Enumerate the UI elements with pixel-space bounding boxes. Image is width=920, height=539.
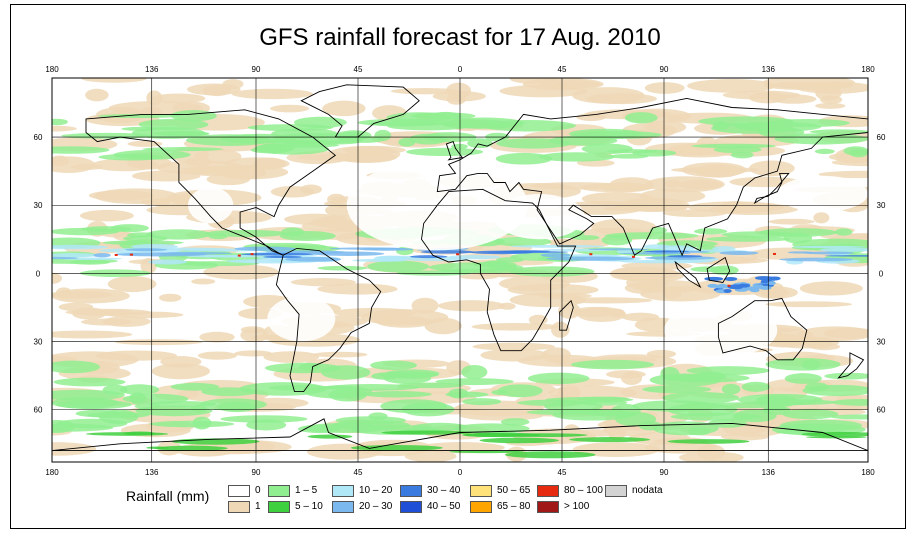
legend-label: 40 – 50 bbox=[427, 501, 461, 512]
legend-swatch bbox=[470, 501, 492, 513]
legend-label: 10 – 20 bbox=[359, 485, 393, 496]
lat-tick-label-right: 60 bbox=[877, 133, 886, 142]
legend-label: 50 – 65 bbox=[497, 485, 531, 496]
legend-title: Rainfall (mm) bbox=[126, 488, 210, 504]
lon-tick-label-top: 45 bbox=[558, 65, 567, 74]
lat-tick-label-right: 60 bbox=[877, 406, 886, 415]
legend-swatch bbox=[400, 501, 422, 513]
lon-tick-label-top: 45 bbox=[354, 65, 363, 74]
lat-tick-label-left: 60 bbox=[34, 133, 43, 142]
lon-tick-label-top: 90 bbox=[660, 65, 669, 74]
legend-swatch bbox=[400, 485, 422, 497]
legend-swatch bbox=[605, 485, 627, 497]
legend-swatch bbox=[268, 485, 290, 497]
legend-label: nodata bbox=[632, 485, 663, 496]
lon-tick-label-bottom: 180 bbox=[861, 468, 875, 477]
lat-tick-label-right: 30 bbox=[877, 201, 886, 210]
lon-tick-label-bottom: 45 bbox=[354, 468, 363, 477]
lon-tick-label-top: 90 bbox=[252, 65, 261, 74]
legend-swatch bbox=[537, 501, 559, 513]
legend-label: 1 – 5 bbox=[295, 485, 318, 496]
lat-tick-label-left: 60 bbox=[34, 406, 43, 415]
map-title: GFS rainfall forecast for 17 Aug. 2010 bbox=[259, 24, 661, 51]
lon-tick-label-top: 180 bbox=[45, 65, 59, 74]
lon-tick-label-bottom: 45 bbox=[558, 468, 567, 477]
lon-tick-label-bottom: 136 bbox=[145, 468, 159, 477]
legend-label: 65 – 80 bbox=[497, 501, 531, 512]
lat-tick-label-left: 30 bbox=[34, 201, 43, 210]
lon-tick-label-bottom: 90 bbox=[660, 468, 669, 477]
lon-tick-label-bottom: 90 bbox=[252, 468, 261, 477]
lon-tick-label-top: 136 bbox=[145, 65, 159, 74]
graticule bbox=[52, 78, 868, 462]
lat-tick-label-right: 0 bbox=[879, 269, 884, 278]
lat-tick-label-left: 30 bbox=[34, 338, 43, 347]
axis-ticks: 180 180 136 136 90 90 45 45 0 0 45 45 90 90 136 136 180 1… bbox=[34, 65, 886, 477]
legend-label: 1 bbox=[255, 501, 261, 512]
legend-swatch bbox=[228, 485, 250, 497]
lon-tick-label-top: 0 bbox=[458, 65, 463, 74]
legend-label: 20 – 30 bbox=[359, 501, 393, 512]
lon-tick-label-top: 136 bbox=[762, 65, 776, 74]
legend-label: > 100 bbox=[564, 501, 590, 512]
legend-swatch bbox=[332, 485, 354, 497]
legend-label: 30 – 40 bbox=[427, 485, 461, 496]
lon-tick-label-top: 180 bbox=[861, 65, 875, 74]
lon-tick-label-bottom: 180 bbox=[45, 468, 59, 477]
lon-tick-label-bottom: 136 bbox=[762, 468, 776, 477]
lat-tick-label-left: 0 bbox=[36, 269, 41, 278]
legend-swatch bbox=[332, 501, 354, 513]
legend-label: 80 – 100 bbox=[564, 485, 603, 496]
legend-swatch bbox=[268, 501, 290, 513]
legend-label: 5 – 10 bbox=[295, 501, 323, 512]
legend-swatch bbox=[537, 485, 559, 497]
lat-tick-label-right: 30 bbox=[877, 338, 886, 347]
legend-label: 0 bbox=[255, 485, 261, 496]
lon-tick-label-bottom: 0 bbox=[458, 468, 463, 477]
legend-swatch bbox=[470, 485, 492, 497]
legend-swatch bbox=[228, 501, 250, 513]
